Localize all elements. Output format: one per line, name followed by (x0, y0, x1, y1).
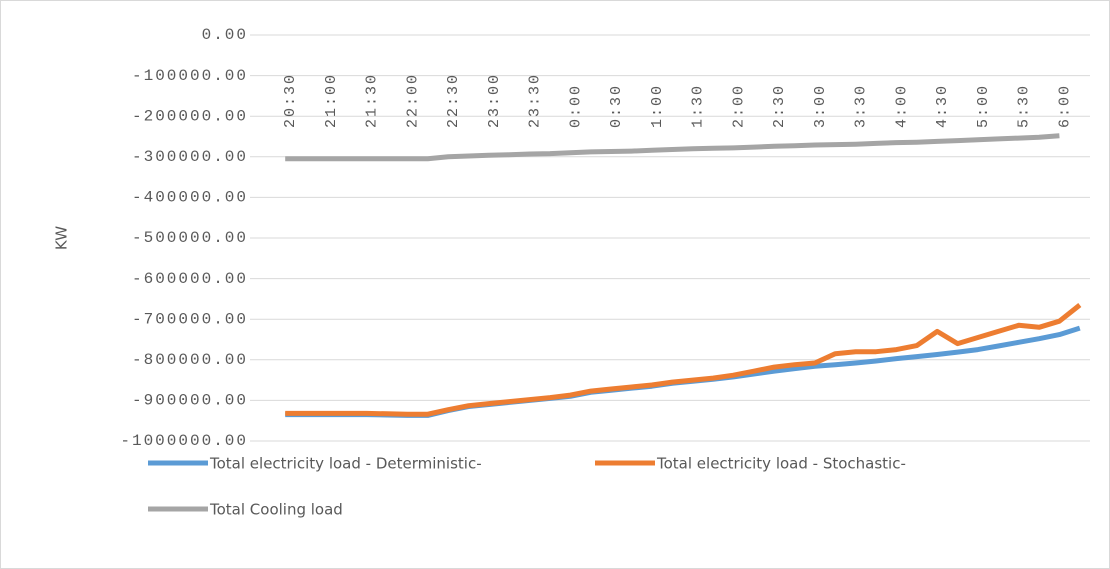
legend-label: Total electricity load - Deterministic- (209, 455, 482, 473)
x-tick-label: 4:30 (934, 84, 951, 128)
y-tick-label: -600000.00 (132, 270, 248, 288)
x-tick-label: 0:30 (608, 84, 625, 128)
x-tick-label: 5:00 (975, 84, 992, 128)
series-line (285, 133, 1060, 162)
y-tick-label: -100000.00 (132, 67, 248, 85)
y-tick-label: -800000.00 (132, 351, 248, 369)
x-tick-label: 20:30 (282, 73, 299, 128)
legend-label: Total Cooling load (209, 501, 343, 519)
y-tick-label: -900000.00 (132, 392, 248, 410)
x-tick-label: 21:00 (323, 73, 340, 128)
y-tick-label: -500000.00 (132, 229, 248, 247)
x-tick-label: 1:30 (690, 84, 707, 128)
y-tick-label: -700000.00 (132, 310, 248, 328)
series-line (285, 303, 1082, 417)
x-tick-label: 0:00 (567, 84, 584, 128)
x-tick-label: 21:30 (364, 73, 381, 128)
y-tick-label: -400000.00 (132, 189, 248, 207)
x-tick-label: 3:30 (853, 84, 870, 128)
x-tick-label: 1:00 (649, 84, 666, 128)
x-tick-label: 22:30 (445, 73, 462, 128)
x-tick-label: 3:00 (812, 84, 829, 128)
x-tick-label: 23:00 (486, 73, 503, 128)
x-tick-label: 2:30 (771, 84, 788, 128)
x-tick-label: 22:00 (404, 73, 421, 128)
y-tick-label: -1000000.00 (120, 432, 248, 450)
y-tick-label: -300000.00 (132, 148, 248, 166)
x-tick-label: 2:00 (730, 84, 747, 128)
y-axis-label: KW (53, 226, 71, 250)
x-tick-label: 5:30 (1016, 84, 1033, 128)
x-tick-label: 23:30 (527, 73, 544, 128)
legend-label: Total electricity load - Stochastic- (656, 455, 906, 473)
x-tick-label: 4:00 (893, 84, 910, 128)
y-tick-label: 0.00 (202, 26, 248, 44)
x-tick-label: 6:00 (1056, 84, 1073, 128)
y-tick-label: -200000.00 (132, 107, 248, 125)
